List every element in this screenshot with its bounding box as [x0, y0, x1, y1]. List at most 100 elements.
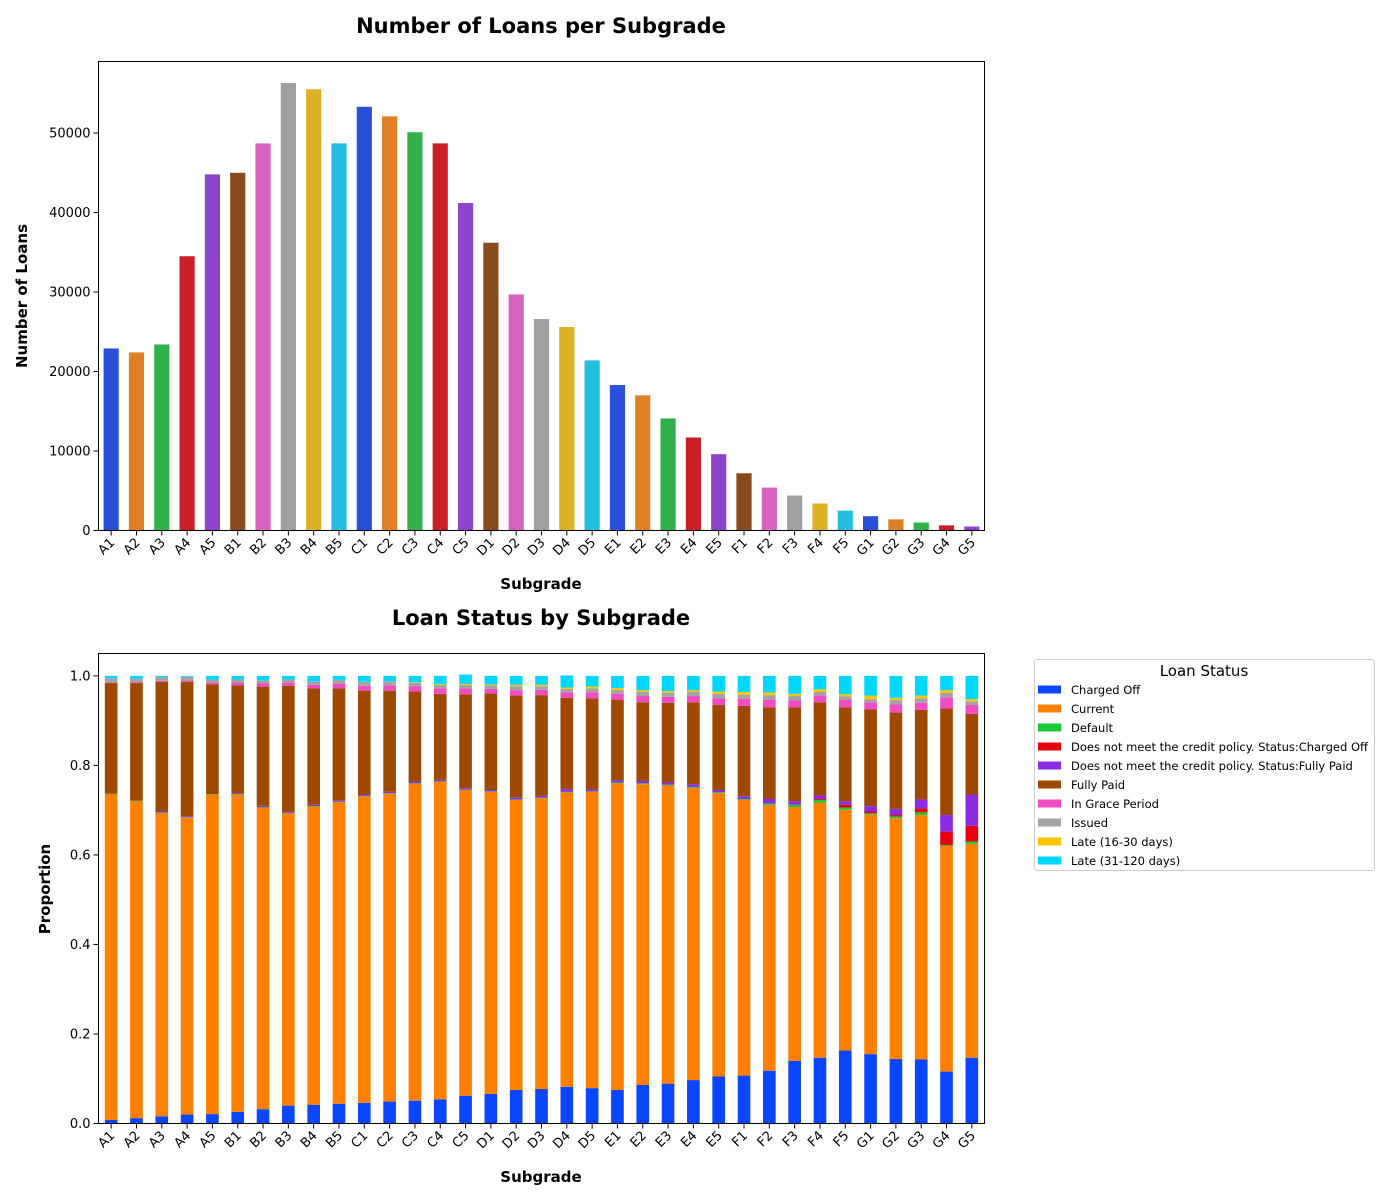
- stack-segment-c5-s2: [459, 789, 472, 791]
- stack-segment-d3-s9: [535, 675, 548, 685]
- stack-segment-f3-s6: [788, 700, 801, 708]
- stack-segment-e5-s9: [712, 675, 726, 692]
- stack-segment-d4-s2: [560, 791, 574, 793]
- stack-segment-a4-s2: [180, 816, 194, 818]
- top-chart-x-tick-label: G3: [905, 535, 929, 559]
- stack-segment-c4-s9: [433, 675, 447, 684]
- legend-title: Loan Status: [1160, 662, 1249, 680]
- stack-segment-f1-s5: [737, 705, 751, 797]
- stack-segment-g3-s7: [914, 698, 928, 703]
- bar-e1: [609, 385, 626, 531]
- stack-segment-d5-s0: [585, 1088, 599, 1124]
- stack-segment-g1-s9: [864, 675, 877, 696]
- stack-segment-f3-s8: [788, 693, 801, 697]
- top-chart-x-tick-label: B2: [247, 535, 270, 558]
- bottom-chart-x-tick-label: G3: [905, 1128, 929, 1152]
- stack-segment-d1-s4: [484, 790, 498, 792]
- top-chart-x-tick-label: G2: [879, 535, 903, 559]
- stack-segment-e1-s6: [611, 693, 624, 700]
- bar-g5: [964, 526, 980, 531]
- top-chart-x-tick-label: F2: [755, 535, 777, 557]
- bottom-chart-y-tick-label: 1.0: [70, 669, 91, 684]
- bar-c4: [432, 143, 448, 531]
- bottom-chart-y-tick-label: 0.2: [70, 1027, 91, 1042]
- stack-segment-e4-s9: [687, 675, 700, 691]
- stack-segment-g4-s2: [940, 845, 953, 846]
- stack-segment-a4-s5: [180, 681, 194, 816]
- stack-segment-d1-s2: [484, 791, 498, 792]
- stack-segment-b1-s5: [231, 685, 245, 794]
- stack-segment-d2-s1: [509, 799, 523, 1090]
- stack-segment-g3-s5: [914, 709, 928, 800]
- stack-segment-a1-s0: [104, 1119, 118, 1124]
- stack-segment-c2-s9: [383, 675, 396, 682]
- stack-segment-e3-s4: [661, 782, 675, 785]
- stack-segment-g5-s0: [965, 1057, 979, 1124]
- stack-segment-b5-s7: [332, 679, 346, 684]
- stack-segment-f2-s4: [763, 798, 776, 804]
- stack-segment-d5-s8: [585, 686, 599, 689]
- stack-segment-g1-s4: [864, 806, 877, 812]
- stack-segment-g3-s6: [914, 702, 928, 710]
- stack-segment-f3-s1: [788, 807, 801, 1061]
- stack-segment-d3-s4: [535, 795, 548, 798]
- stack-segment-d4-s7: [560, 688, 574, 693]
- bottom-chart-x-tick-label: B3: [273, 1128, 296, 1151]
- stack-segment-e1-s4: [611, 780, 624, 783]
- legend-label: Default: [1071, 721, 1114, 735]
- stack-segment-b2-s5: [256, 686, 270, 806]
- stack-segment-e5-s2: [712, 792, 726, 794]
- stack-segment-g2-s8: [889, 697, 903, 701]
- stack-segment-e3-s0: [661, 1083, 675, 1124]
- legend-label: Charged Off: [1071, 683, 1141, 697]
- top-chart-bars: [103, 82, 980, 531]
- bar-b4: [306, 89, 322, 531]
- top-chart-x-tick-label: A3: [146, 535, 169, 558]
- bottom-chart-x-tick-label: E4: [678, 1128, 700, 1150]
- stack-segment-g1-s1: [864, 814, 877, 1055]
- stack-segment-f5-s8: [838, 694, 852, 697]
- stack-segment-a5-s7: [206, 679, 219, 683]
- stack-segment-b3-s6: [282, 682, 295, 686]
- stack-segment-a1-s7: [104, 678, 118, 683]
- bar-g4: [938, 525, 955, 531]
- stack-segment-g1-s0: [864, 1054, 877, 1124]
- top-chart-y-tick-label: 0: [82, 524, 90, 539]
- bottom-chart-y-tick-label: 0.0: [70, 1117, 91, 1132]
- stack-segment-c3-s0: [408, 1100, 422, 1124]
- top-chart-x-tick-label: E1: [602, 535, 624, 557]
- top-chart-title: Number of Loans per Subgrade: [356, 14, 726, 38]
- loans-per-subgrade-chart: Number of Loans per Subgrade A1 A2 A3 A4 A5 B…: [13, 14, 985, 593]
- stack-segment-f5-s9: [838, 675, 852, 695]
- bar-g2: [888, 519, 904, 531]
- stack-segment-b5-s4: [332, 800, 346, 802]
- stack-segment-g3-s2: [914, 812, 928, 816]
- stack-segment-d2-s8: [509, 684, 523, 687]
- stack-segment-b4-s9: [307, 675, 320, 682]
- top-chart-x-tick-label: A2: [121, 535, 144, 558]
- stack-segment-e4-s1: [687, 787, 700, 1081]
- bottom-chart-y-tick-label: 0.4: [70, 938, 91, 953]
- stack-segment-d1-s5: [484, 693, 498, 791]
- stack-segment-c3-s2: [408, 783, 422, 784]
- stack-segment-f1-s4: [737, 796, 751, 799]
- bottom-chart-y-tick-label: 0.6: [70, 848, 91, 863]
- bottom-chart-x-label: Subgrade: [500, 1168, 581, 1186]
- top-chart-x-tick-label: C2: [374, 535, 397, 558]
- stack-segment-g4-s7: [940, 692, 953, 698]
- stack-segment-a4-s7: [180, 676, 194, 681]
- bottom-chart-y-label: Proportion: [36, 844, 54, 934]
- stack-segment-e5-s0: [712, 1076, 726, 1124]
- stack-segment-b4-s0: [307, 1104, 320, 1124]
- stack-segment-e1-s2: [611, 782, 624, 784]
- stack-segment-d2-s0: [509, 1089, 523, 1124]
- legend-swatch: [1038, 818, 1061, 827]
- stack-segment-c4-s1: [433, 781, 447, 1100]
- bottom-chart-title: Loan Status by Subgrade: [392, 606, 690, 630]
- bottom-chart-x-tick-label: G1: [854, 1128, 878, 1152]
- stack-segment-g2-s2: [889, 816, 903, 819]
- stack-segment-f5-s3: [838, 804, 852, 808]
- bar-e2: [635, 395, 651, 531]
- stack-segment-c5-s4: [459, 788, 472, 790]
- bar-b1: [230, 172, 246, 531]
